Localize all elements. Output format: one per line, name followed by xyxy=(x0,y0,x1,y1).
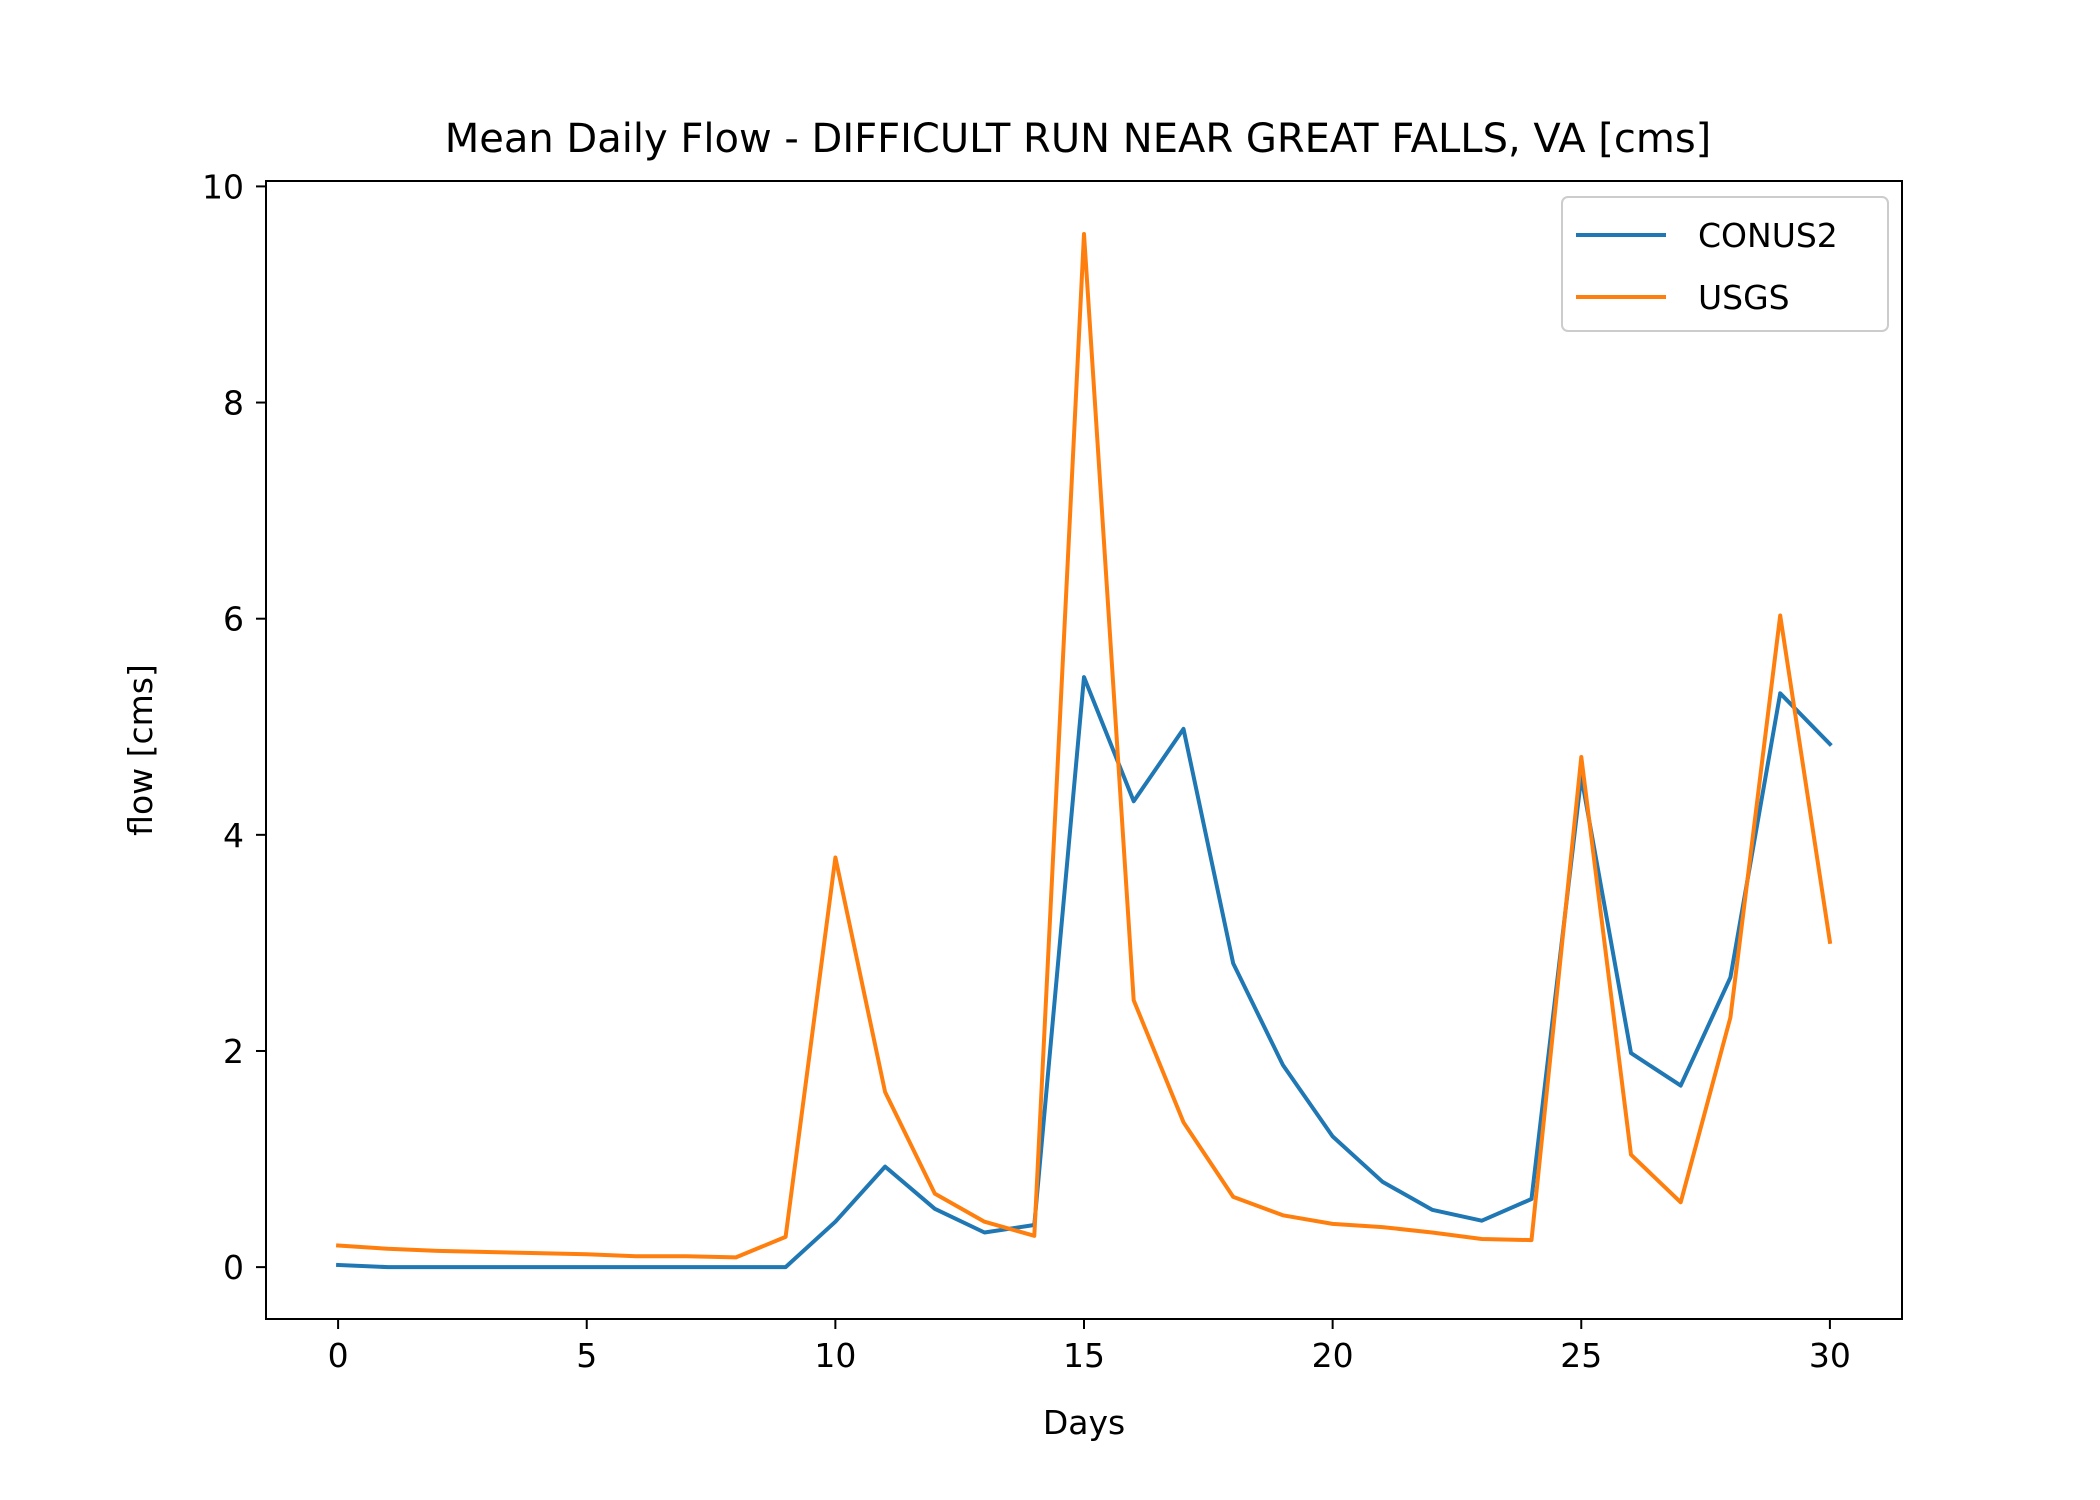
x-tick-label: 25 xyxy=(1560,1336,1602,1375)
plot-frame xyxy=(265,180,1903,1320)
y-tick-label: 2 xyxy=(223,1032,244,1071)
x-axis: 0 5 10 15 20 25 30 xyxy=(328,1319,1851,1375)
y-tick-label: 4 xyxy=(223,816,244,855)
x-tick-label: 20 xyxy=(1312,1336,1354,1375)
legend-label-usgs: USGS xyxy=(1698,278,1790,317)
legend: CONUS2 USGS xyxy=(1561,196,1889,332)
series-layer xyxy=(335,232,1833,1270)
x-tick-label: 10 xyxy=(814,1336,856,1375)
x-tick-label: 5 xyxy=(576,1336,597,1375)
y-tick-label: 8 xyxy=(223,384,244,423)
y-tick-label: 6 xyxy=(223,600,244,639)
chart-title: Mean Daily Flow - DIFFICULT RUN NEAR GRE… xyxy=(445,116,1712,162)
x-tick-label: 15 xyxy=(1063,1336,1105,1375)
series-line-usgs xyxy=(335,232,1833,1260)
y-tick-label: 0 xyxy=(223,1248,244,1287)
legend-label-conus2: CONUS2 xyxy=(1698,216,1838,255)
y-axis: 0 2 4 6 8 10 xyxy=(202,167,266,1287)
y-tick-label: 10 xyxy=(202,167,244,206)
y-axis-label: flow [cms] xyxy=(121,664,160,836)
x-tick-label: 0 xyxy=(328,1336,349,1375)
x-tick-label: 30 xyxy=(1809,1336,1851,1375)
x-axis-label: Days xyxy=(1043,1403,1125,1442)
